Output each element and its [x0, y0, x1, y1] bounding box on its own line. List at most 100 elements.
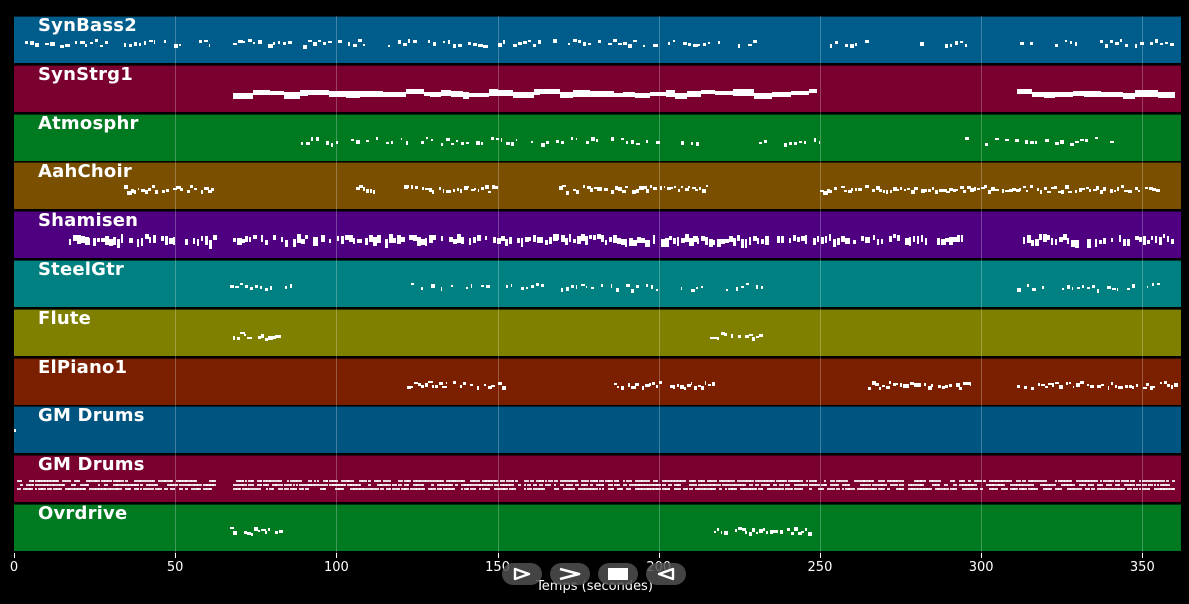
track-synstrg1[interactable]: SynStrg1 — [14, 64, 1181, 112]
note — [152, 488, 155, 491]
note — [932, 484, 936, 487]
note — [1004, 480, 1009, 483]
note — [593, 480, 598, 483]
note — [437, 484, 441, 487]
note — [107, 488, 112, 491]
note — [1026, 190, 1029, 193]
note — [116, 480, 121, 483]
note — [983, 480, 987, 483]
note — [1019, 42, 1025, 45]
note — [179, 488, 183, 491]
note — [941, 239, 946, 246]
track-flute[interactable]: Flute — [14, 308, 1181, 356]
note — [617, 488, 622, 491]
note — [554, 484, 557, 487]
note — [680, 287, 683, 290]
note — [743, 480, 747, 483]
note — [128, 484, 134, 487]
note — [941, 385, 946, 389]
note — [701, 488, 705, 491]
note — [29, 488, 33, 491]
note — [479, 488, 482, 491]
note — [239, 488, 242, 491]
stop-button[interactable] — [598, 563, 638, 585]
track-steelgtr[interactable]: SteelGtr — [14, 260, 1181, 307]
track-ovrdrive[interactable]: Ovrdrive — [14, 504, 1181, 551]
note — [50, 488, 53, 491]
note — [701, 89, 716, 94]
track-synbass2[interactable]: SynBass2 — [14, 16, 1181, 63]
note — [1080, 138, 1085, 141]
note — [1046, 484, 1050, 487]
note — [293, 480, 297, 483]
note — [59, 488, 62, 491]
note — [368, 484, 372, 487]
note — [970, 188, 974, 193]
note — [826, 189, 831, 194]
note — [108, 239, 113, 247]
note — [410, 385, 414, 388]
track-aahchoir[interactable]: AahChoir — [14, 162, 1181, 210]
note — [1073, 90, 1085, 96]
note — [749, 488, 753, 491]
note — [330, 142, 333, 147]
track-shamisen[interactable]: Shamisen — [14, 211, 1181, 259]
forward-button[interactable] — [550, 563, 590, 585]
note — [801, 531, 805, 533]
note — [398, 40, 402, 44]
note — [137, 480, 141, 483]
note — [245, 236, 248, 243]
note — [407, 385, 411, 389]
note — [469, 238, 472, 246]
note — [341, 484, 346, 487]
track-gm-drums[interactable]: GM Drums — [14, 406, 1181, 454]
note — [1157, 480, 1161, 483]
note — [140, 484, 144, 487]
track-elpiano1[interactable]: ElPiano1 — [14, 357, 1181, 405]
note — [266, 488, 269, 491]
note — [260, 480, 263, 483]
note — [881, 488, 886, 491]
note — [140, 488, 143, 491]
note — [302, 484, 306, 487]
note — [590, 188, 593, 193]
note — [244, 285, 248, 288]
note — [865, 185, 869, 189]
note — [882, 384, 885, 387]
note — [452, 380, 457, 384]
note — [1099, 240, 1102, 245]
note — [128, 238, 134, 244]
note — [923, 480, 926, 483]
note — [866, 480, 871, 483]
rewind-button[interactable] — [646, 563, 686, 585]
note — [545, 140, 550, 144]
note — [575, 285, 578, 289]
note — [725, 289, 729, 291]
note — [332, 480, 337, 483]
note — [44, 484, 48, 487]
note — [1044, 91, 1055, 98]
note — [146, 480, 150, 483]
note — [261, 235, 264, 243]
note — [614, 480, 619, 483]
note — [275, 531, 278, 534]
play-button[interactable] — [502, 563, 542, 585]
note — [677, 480, 682, 483]
note — [1127, 190, 1133, 194]
note — [1066, 285, 1071, 289]
stop-icon — [608, 568, 628, 580]
note — [553, 39, 557, 43]
note — [315, 136, 320, 141]
note-lane — [14, 261, 1181, 307]
note — [1164, 42, 1168, 44]
note — [162, 190, 165, 194]
note — [1031, 240, 1034, 247]
track-gm-drums[interactable]: GM Drums — [14, 455, 1181, 503]
track-atmosphr[interactable]: Atmosphr — [14, 113, 1181, 161]
note — [494, 484, 498, 487]
note — [1151, 480, 1155, 483]
note — [35, 488, 38, 491]
note — [608, 480, 613, 483]
note — [41, 484, 46, 487]
note — [688, 186, 691, 189]
